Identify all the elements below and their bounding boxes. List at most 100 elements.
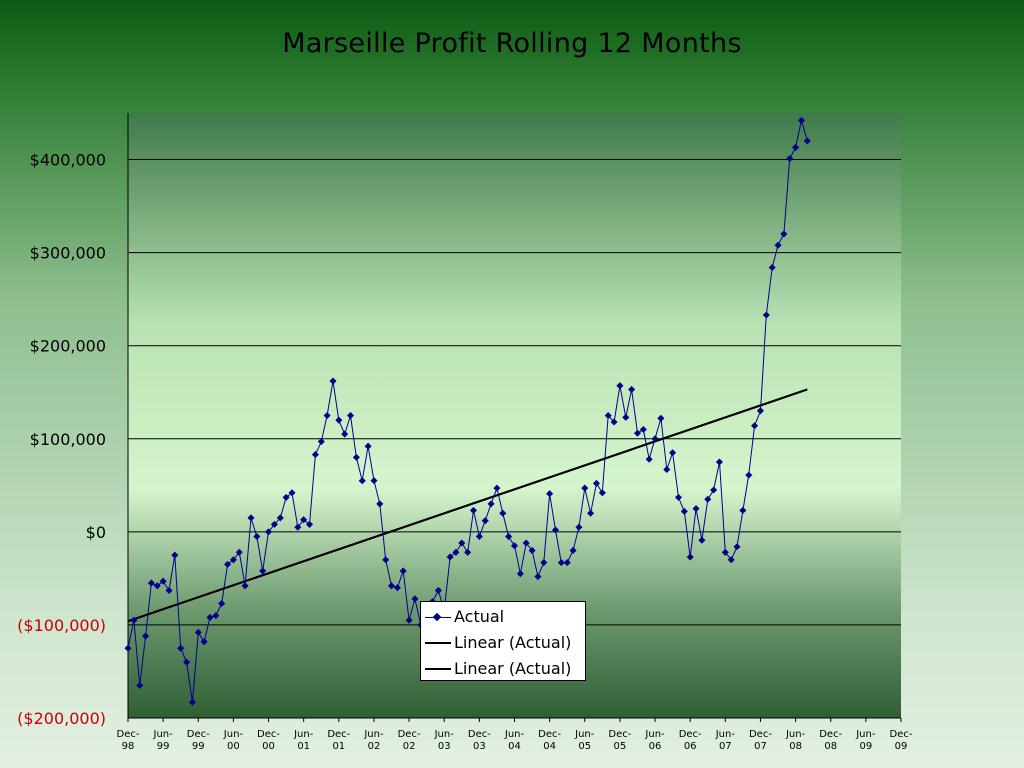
legend: Actual Linear (Actual) Linear (Actual) — [420, 601, 586, 681]
data-point-actual — [329, 377, 337, 385]
data-point-actual — [592, 479, 600, 487]
data-point-actual — [587, 509, 595, 517]
data-point-actual — [159, 577, 167, 585]
data-point-actual — [727, 556, 735, 564]
data-point-actual — [305, 520, 314, 528]
data-point-actual — [733, 543, 741, 551]
y-tick-label: $0 — [86, 523, 106, 542]
legend-entry-actual: Actual — [421, 604, 585, 630]
data-point-actual — [241, 582, 249, 590]
data-point-actual — [323, 411, 331, 420]
data-point-actual — [745, 471, 753, 479]
x-tick-label: Jun-01 — [293, 729, 314, 752]
x-tick-label: Jun-07 — [715, 729, 736, 752]
data-point-actual — [604, 411, 612, 420]
data-point-actual — [300, 516, 308, 524]
data-point-actual — [710, 486, 718, 494]
data-point-actual — [183, 658, 191, 666]
data-point-actual — [469, 506, 478, 514]
x-tick-label: Dec-99 — [187, 729, 210, 752]
y-tick-label: ($100,000) — [17, 616, 106, 635]
x-tick-label: Dec-00 — [257, 729, 280, 752]
x-tick-label: Dec-02 — [398, 729, 421, 752]
x-tick-label: Jun-08 — [785, 729, 806, 752]
data-point-actual — [206, 613, 214, 622]
data-point-actual — [229, 556, 237, 564]
y-tick-label: ($200,000) — [17, 709, 106, 728]
data-point-actual — [411, 595, 419, 603]
series-actual — [124, 116, 811, 706]
data-point-actual — [171, 551, 179, 559]
data-point-actual — [680, 507, 688, 515]
data-point-actual — [792, 143, 800, 151]
data-point-actual — [218, 599, 226, 608]
legend-label-linear-2: Linear (Actual) — [454, 659, 572, 678]
data-point-actual — [669, 449, 677, 457]
chart-title: Marseille Profit Rolling 12 Months — [282, 28, 742, 59]
legend-label-actual: Actual — [454, 607, 505, 626]
legend-entry-linear-1: Linear (Actual) — [421, 630, 585, 656]
data-point-actual — [510, 542, 519, 550]
data-point-actual — [704, 495, 712, 503]
data-point-actual — [803, 137, 811, 145]
data-point-actual — [546, 490, 554, 498]
y-tick-label: $300,000 — [30, 244, 106, 263]
data-point-actual — [686, 553, 694, 561]
trendline-linear-2 — [127, 388, 808, 623]
x-axis-tick-labels: Dec-98 Jun-99 Dec-99 Jun-00 Dec-00 Jun-01 Dec-… — [117, 729, 913, 752]
data-point-actual — [739, 506, 747, 514]
data-point-actual — [194, 628, 202, 636]
data-point-actual — [756, 407, 764, 415]
x-tick-label: Jun-99 — [153, 729, 174, 752]
y-tick-label: $400,000 — [30, 151, 106, 170]
data-point-actual — [136, 681, 144, 689]
data-point-actual — [387, 582, 396, 590]
data-point-actual — [499, 509, 507, 517]
data-point-actual — [516, 570, 524, 578]
data-point-actual — [551, 526, 560, 534]
data-point-actual — [657, 414, 665, 422]
data-point-actual — [528, 546, 536, 554]
data-point-actual — [452, 548, 460, 556]
data-point-actual — [522, 539, 530, 547]
data-point-actual — [557, 559, 565, 567]
data-point-actual — [294, 523, 302, 531]
data-point-actual — [610, 418, 618, 426]
data-point-actual — [616, 382, 624, 390]
x-tick-label: Jun-04 — [504, 729, 525, 752]
data-point-actual — [288, 489, 296, 497]
data-point-actual — [264, 528, 273, 536]
x-tick-label: Jun-03 — [434, 729, 455, 752]
data-point-actual — [212, 612, 220, 620]
data-point-actual — [581, 484, 589, 492]
data-point-actual — [475, 532, 483, 541]
data-point-actual — [393, 584, 401, 592]
x-tick-label: Dec-06 — [679, 729, 702, 752]
x-tick-label: Jun-09 — [855, 729, 876, 752]
legend-label-linear-1: Linear (Actual) — [454, 633, 572, 652]
data-point-actual — [674, 493, 683, 501]
data-point-actual — [341, 430, 349, 438]
legend-swatch-linear-1 — [425, 642, 451, 644]
x-tick-label: Dec-04 — [538, 729, 561, 752]
data-point-actual — [346, 411, 355, 420]
data-point-actual — [505, 532, 513, 541]
data-point-actual — [142, 632, 150, 640]
data-point-actual — [663, 465, 671, 473]
data-point-actual — [352, 453, 360, 461]
legend-swatch-actual — [425, 617, 451, 618]
x-tick-label: Dec-05 — [608, 729, 631, 752]
x-tick-label: Dec-09 — [890, 729, 913, 752]
legend-swatch-linear-2 — [425, 668, 451, 670]
axes — [127, 113, 902, 722]
data-point-actual — [165, 586, 173, 595]
trendlines — [127, 388, 808, 623]
data-point-actual — [575, 523, 583, 531]
data-point-actual — [335, 416, 343, 424]
x-tick-label: Jun-05 — [574, 729, 595, 752]
x-tick-label: Jun-02 — [363, 729, 384, 752]
y-tick-label: $100,000 — [30, 430, 106, 449]
data-point-actual — [651, 435, 659, 443]
data-point-actual — [153, 582, 161, 590]
data-point-actual — [645, 455, 653, 463]
